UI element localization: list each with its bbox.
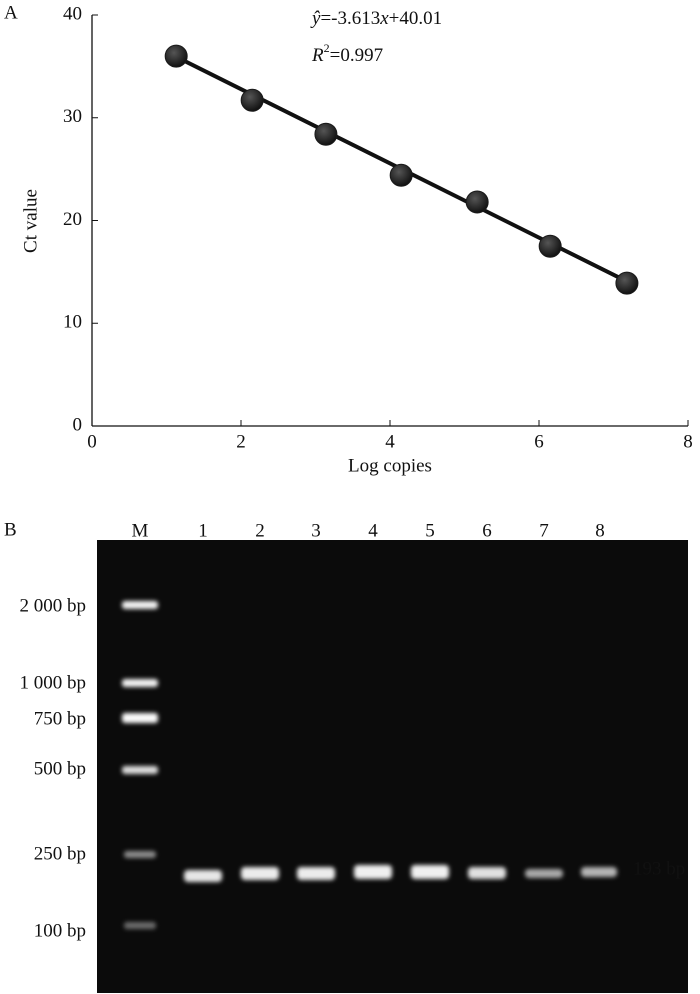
ladder-band bbox=[122, 713, 158, 723]
equation-part: =-3.613 bbox=[320, 8, 380, 29]
y-axis-label: Ct value bbox=[20, 189, 41, 253]
product-band bbox=[468, 867, 506, 879]
product-band bbox=[581, 867, 617, 877]
r2-part: R bbox=[311, 45, 324, 66]
product-band bbox=[297, 867, 335, 880]
ladder-band bbox=[124, 922, 156, 929]
r2-part: =0.997 bbox=[330, 45, 383, 66]
data-point bbox=[615, 271, 639, 295]
equation-part: ŷ bbox=[310, 8, 321, 29]
product-label: 193 bp bbox=[633, 858, 685, 879]
lane-label: 8 bbox=[595, 520, 605, 541]
y-tick-label: 0 bbox=[73, 414, 83, 435]
equation-part: x bbox=[379, 8, 389, 29]
ladder-band bbox=[122, 766, 158, 774]
lane-label: 2 bbox=[255, 520, 265, 541]
ladder-label: 2 000 bp bbox=[20, 595, 87, 616]
x-axis-label: Log copies bbox=[348, 455, 432, 476]
x-tick-label: 8 bbox=[683, 431, 693, 452]
product-band bbox=[241, 867, 279, 880]
data-point bbox=[164, 44, 188, 68]
product-band bbox=[411, 865, 449, 879]
product-bands bbox=[184, 865, 617, 882]
x-tick-label: 6 bbox=[534, 431, 544, 452]
y-tick-label: 40 bbox=[63, 3, 82, 24]
product-band bbox=[354, 865, 392, 879]
y-tick-label: 10 bbox=[63, 312, 82, 333]
panel-label: A bbox=[4, 2, 18, 23]
equation: ŷ=-3.613x+40.01 bbox=[310, 8, 442, 29]
lane-label: 4 bbox=[368, 520, 378, 541]
ladder-bands bbox=[122, 601, 158, 929]
x-tick-label: 4 bbox=[385, 431, 395, 452]
lane-label: 3 bbox=[311, 520, 321, 541]
data-point bbox=[389, 163, 413, 187]
lane-label: 7 bbox=[539, 520, 549, 541]
panel-label: B bbox=[4, 519, 17, 540]
r-squared: R2=0.997 bbox=[311, 41, 383, 67]
ladder-label: 750 bp bbox=[34, 708, 86, 729]
ladder-label: 100 bp bbox=[34, 920, 86, 941]
x-tick-label: 0 bbox=[87, 431, 97, 452]
gel-image bbox=[97, 540, 688, 993]
ladder-label: 500 bp bbox=[34, 758, 86, 779]
lane-label: 6 bbox=[482, 520, 492, 541]
ladder-band bbox=[124, 851, 156, 858]
lane-label: 1 bbox=[198, 520, 208, 541]
data-point bbox=[465, 190, 489, 214]
r2-part: 2 bbox=[324, 41, 330, 55]
ladder-band bbox=[122, 679, 158, 687]
ladder-band bbox=[122, 601, 158, 609]
lane-label: M bbox=[132, 520, 149, 541]
data-point bbox=[314, 122, 338, 146]
data-point bbox=[538, 234, 562, 258]
product-band bbox=[184, 870, 222, 882]
equation-part: +40.01 bbox=[389, 8, 442, 29]
y-tick-label: 20 bbox=[63, 209, 82, 230]
y-tick-label: 30 bbox=[63, 106, 82, 127]
x-tick-label: 2 bbox=[236, 431, 246, 452]
ladder-label: 250 bp bbox=[34, 843, 86, 864]
ladder-label: 1 000 bp bbox=[20, 672, 87, 693]
gel-background bbox=[97, 540, 688, 993]
lane-label: 5 bbox=[425, 520, 435, 541]
data-point bbox=[240, 88, 264, 112]
product-band bbox=[525, 869, 563, 878]
